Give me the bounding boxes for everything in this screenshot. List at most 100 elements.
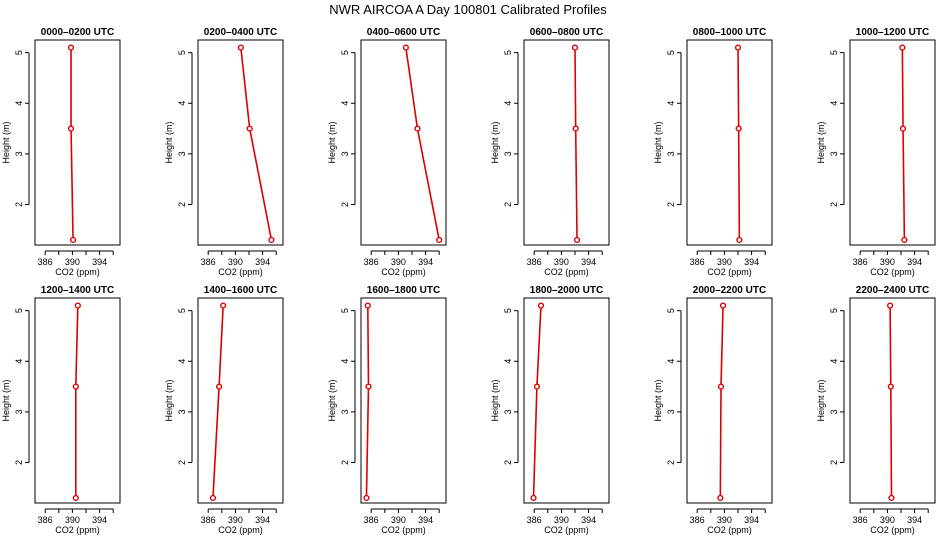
x-axis-label: CO2 (ppm): [544, 267, 589, 277]
profile-point: [363, 494, 370, 502]
profile-line: [212, 305, 224, 498]
y-tick-label: 5: [14, 50, 24, 55]
profile-point: [237, 44, 244, 51]
y-tick-label: 4: [666, 359, 676, 364]
x-tick-label: 394: [418, 257, 433, 267]
y-axis-label: Height (m): [816, 379, 826, 421]
y-tick-label: 3: [14, 151, 24, 156]
x-axis-label: CO2 (ppm): [544, 525, 589, 535]
profile-point: [414, 125, 421, 132]
plot-frame: [523, 39, 610, 246]
x-axis-label: CO2 (ppm): [870, 267, 915, 277]
x-tick-label: 386: [201, 515, 216, 525]
profile-point: [533, 383, 541, 390]
y-axis-label: Height (m): [1, 379, 11, 421]
plot-frame: [34, 297, 121, 504]
y-axis-label: Height (m): [490, 379, 500, 421]
profile-point: [215, 383, 223, 390]
y-tick-label: 3: [503, 151, 513, 156]
panel-title: 1200–1400 UTC: [41, 285, 114, 296]
profile-point: [402, 44, 409, 51]
x-axis-label: CO2 (ppm): [381, 267, 426, 277]
x-tick-label: 394: [92, 515, 107, 525]
y-tick-label: 5: [503, 308, 513, 313]
x-tick-label: 394: [255, 257, 270, 267]
plot-frame: [686, 297, 773, 504]
plot-frame: [686, 39, 773, 246]
y-tick-label: 3: [14, 409, 24, 414]
panel-title: 0800–1000 UTC: [693, 27, 766, 38]
x-tick-label: 390: [554, 515, 569, 525]
y-tick-label: 2: [340, 202, 350, 207]
y-tick-label: 2: [829, 202, 839, 207]
profile-point: [209, 494, 217, 502]
y-axis-label: Height (m): [164, 379, 174, 421]
x-tick-label: 386: [527, 515, 542, 525]
profile-point: [364, 302, 371, 309]
x-axis-label: CO2 (ppm): [707, 525, 752, 535]
figure-title: NWR AIRCOA A Day 100801 Calibrated Profi…: [329, 2, 607, 17]
y-axis-label: Height (m): [1, 121, 11, 163]
y-tick-label: 4: [177, 101, 187, 106]
y-tick-label: 2: [177, 202, 187, 207]
profile-point: [573, 236, 581, 244]
profile-line: [901, 47, 906, 240]
x-tick-label: 390: [880, 515, 895, 525]
x-axis-label: CO2 (ppm): [381, 525, 426, 535]
y-tick-label: 3: [340, 151, 350, 156]
y-tick-label: 5: [340, 50, 350, 55]
y-tick-label: 2: [340, 460, 350, 465]
profile-line: [719, 305, 724, 498]
y-tick-label: 3: [340, 409, 350, 414]
x-tick-label: 394: [744, 257, 759, 267]
profile-point: [436, 236, 443, 244]
plot-frame: [197, 297, 284, 504]
panel-title: 1600–1800 UTC: [367, 285, 440, 296]
profile-line: [240, 47, 273, 241]
profile-point: [67, 125, 75, 132]
plot-frame: [360, 39, 447, 246]
x-axis-label: CO2 (ppm): [55, 267, 100, 277]
y-tick-label: 4: [503, 101, 513, 106]
y-tick-label: 5: [503, 50, 513, 55]
panel-title: 1400–1600 UTC: [204, 285, 277, 296]
panel-title: 0200–0400 UTC: [204, 27, 277, 38]
profile-point: [572, 125, 579, 132]
y-tick-label: 2: [503, 202, 513, 207]
x-tick-label: 394: [744, 515, 759, 525]
y-tick-label: 5: [177, 50, 187, 55]
panel-title: 2200–2400 UTC: [856, 285, 929, 296]
x-tick-label: 390: [717, 257, 732, 267]
y-axis-label: Height (m): [653, 379, 663, 421]
y-tick-label: 5: [666, 50, 676, 55]
plot-frame: [197, 39, 284, 246]
y-tick-label: 5: [177, 308, 187, 313]
panel-title: 1800–2000 UTC: [530, 285, 603, 296]
x-tick-label: 390: [880, 257, 895, 267]
profile-point: [268, 236, 275, 244]
profile-point: [719, 302, 727, 309]
profile-point: [571, 44, 579, 51]
x-tick-label: 390: [717, 515, 732, 525]
profile-line: [365, 305, 370, 498]
y-tick-label: 2: [666, 460, 676, 465]
x-tick-label: 394: [92, 257, 107, 267]
panel-title: 1000–1200 UTC: [856, 27, 929, 38]
x-tick-label: 394: [255, 515, 270, 525]
y-tick-label: 3: [503, 409, 513, 414]
y-tick-label: 2: [503, 460, 513, 465]
y-tick-label: 2: [177, 460, 187, 465]
profile-point: [735, 125, 742, 132]
x-axis-label: CO2 (ppm): [55, 525, 100, 535]
x-tick-label: 386: [38, 257, 53, 267]
x-axis-label: CO2 (ppm): [218, 525, 263, 535]
y-tick-label: 2: [666, 202, 676, 207]
